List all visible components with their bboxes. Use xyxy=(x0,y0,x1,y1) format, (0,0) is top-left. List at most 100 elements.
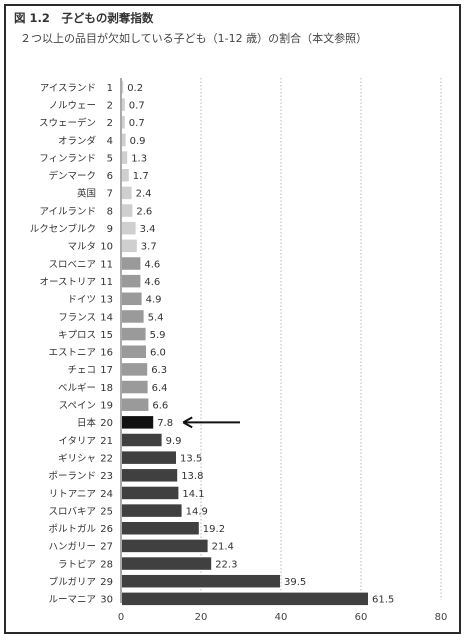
bar xyxy=(122,274,141,288)
bar xyxy=(122,257,141,270)
rank-label: 11 xyxy=(100,277,113,288)
rank-label: 13 xyxy=(100,295,113,306)
value-label: 9.9 xyxy=(166,436,182,447)
category-label: ノルウェー xyxy=(48,100,96,111)
x-tick-label: 40 xyxy=(275,612,288,623)
bar xyxy=(122,363,148,376)
rank-label: 11 xyxy=(100,259,113,270)
value-label: 13.8 xyxy=(181,471,203,482)
category-label: フランス xyxy=(58,312,96,323)
rank-label: 16 xyxy=(100,348,113,359)
value-label: 0.2 xyxy=(127,83,143,94)
rank-label: 17 xyxy=(100,365,113,376)
figure-title: 図 1.2 子どもの剥奪指数 xyxy=(14,11,154,25)
bar xyxy=(122,486,179,500)
value-label: 4.6 xyxy=(144,259,160,270)
bar xyxy=(122,133,126,147)
bar xyxy=(122,204,133,217)
x-tick-label: 0 xyxy=(118,612,124,623)
value-label: 3.7 xyxy=(141,242,157,253)
value-label: 7.8 xyxy=(157,418,173,429)
rank-label: 10 xyxy=(100,242,113,253)
category-label: チェコ xyxy=(67,365,96,376)
category-label: エストニア xyxy=(48,348,96,359)
bar xyxy=(122,592,368,606)
value-label: 2.4 xyxy=(136,189,152,200)
value-label: 39.5 xyxy=(284,577,306,588)
value-label: 1.7 xyxy=(133,171,149,182)
rank-label: 25 xyxy=(100,506,113,517)
category-label: イタリア xyxy=(58,436,96,447)
rank-label: 24 xyxy=(100,489,113,500)
rank-label: 5 xyxy=(107,153,113,164)
value-label: 6.6 xyxy=(152,401,168,412)
rank-label: 4 xyxy=(107,136,113,147)
category-label: フィンランド xyxy=(39,153,96,164)
bar xyxy=(122,433,162,447)
bar xyxy=(122,292,142,306)
category-label: オランダ xyxy=(58,135,97,147)
value-label: 2.6 xyxy=(136,206,152,217)
category-label: ルーマニア xyxy=(48,595,96,606)
category-label: オーストリア xyxy=(39,277,96,288)
value-label: 0.9 xyxy=(130,136,146,147)
rank-label: 2 xyxy=(107,100,113,111)
bar xyxy=(122,557,212,570)
bar xyxy=(122,310,144,323)
value-label: 4.9 xyxy=(146,295,162,306)
x-tick-label: 60 xyxy=(355,612,368,623)
rank-label: 1 xyxy=(107,83,113,94)
category-label: ドイツ xyxy=(67,295,96,306)
value-label: 1.3 xyxy=(131,153,147,164)
figure-subtitle: ２つ以上の品目が欠如している子ども（1-12 歳）の割合（本文参照） xyxy=(20,32,368,45)
bar xyxy=(122,221,136,235)
bar xyxy=(122,116,125,129)
category-label: ブルガリア xyxy=(49,576,96,588)
value-label: 21.4 xyxy=(212,542,234,553)
rank-label: 30 xyxy=(100,595,113,606)
bar xyxy=(122,469,178,482)
value-label: 0.7 xyxy=(129,118,145,129)
value-label: 14.9 xyxy=(186,506,208,517)
rank-label: 18 xyxy=(100,383,113,394)
category-label: スロベニア xyxy=(48,259,96,270)
rank-label: 27 xyxy=(100,542,113,553)
bar xyxy=(122,327,146,341)
bar xyxy=(122,98,125,111)
rank-label: 22 xyxy=(100,453,113,464)
value-label: 14.1 xyxy=(182,489,204,500)
category-label: ハンガリー xyxy=(48,542,96,553)
value-label: 6.0 xyxy=(150,348,166,359)
bar xyxy=(122,574,280,588)
bar xyxy=(122,169,129,182)
category-label: スウェーデン xyxy=(39,117,96,129)
rank-label: 26 xyxy=(100,524,113,535)
x-tick-label: 80 xyxy=(435,612,448,623)
category-label: 英国 xyxy=(77,188,96,200)
category-label: ギリシャ xyxy=(58,453,96,464)
bar xyxy=(122,522,199,535)
bar xyxy=(122,186,132,200)
category-label: ベルギー xyxy=(58,383,96,394)
value-label: 6.4 xyxy=(152,383,168,394)
category-label: デンマーク xyxy=(48,170,96,182)
category-label: マルタ xyxy=(67,242,96,253)
value-label: 61.5 xyxy=(372,595,394,606)
value-label: 22.3 xyxy=(215,559,237,570)
bar xyxy=(122,345,146,358)
value-label: 4.6 xyxy=(144,277,160,288)
category-label: ラトビア xyxy=(58,559,96,570)
rank-label: 28 xyxy=(100,559,113,570)
category-label: アイスランド xyxy=(40,83,96,94)
bar xyxy=(122,151,128,164)
category-label: アイルランド xyxy=(39,206,96,217)
rank-label: 14 xyxy=(100,312,113,323)
rank-label: 20 xyxy=(100,418,113,429)
category-label: ルクセンブルク xyxy=(30,223,96,235)
value-label: 5.4 xyxy=(148,312,164,323)
rank-label: 9 xyxy=(107,224,113,235)
bar xyxy=(122,80,124,94)
bar xyxy=(122,416,154,429)
rank-label: 7 xyxy=(107,189,113,200)
